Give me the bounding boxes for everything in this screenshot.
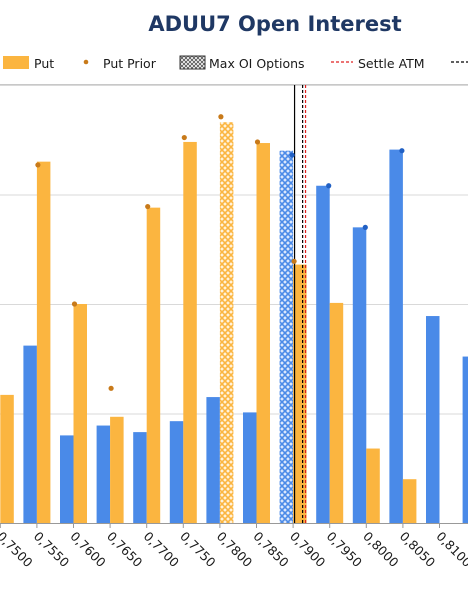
call-bar-0.7550	[23, 345, 37, 523]
x-tick-label: 0,7700	[141, 529, 183, 571]
put-bar-0.8000	[366, 448, 380, 523]
put-prior-dot-0.7550	[35, 162, 41, 168]
legend-max-oi-swatch	[179, 55, 206, 70]
x-tick-label: 0,7550	[31, 529, 73, 571]
x-tick-label: 0,8000	[360, 529, 402, 571]
call-bar-0.8100	[426, 316, 440, 523]
x-axis-ticks: 0,75000,75500,76000,76500,77000,77500,78…	[0, 523, 468, 570]
put-bar-0.8050	[402, 479, 417, 523]
put-prior-dot-0.7600	[71, 301, 78, 307]
bars	[0, 122, 468, 524]
call-bar-0.8150	[462, 356, 468, 523]
x-tick-label: 0,7950	[324, 529, 366, 571]
call-bar-0.8000	[352, 227, 367, 523]
x-tick-label: 0,7800	[214, 529, 256, 571]
put-bar-0.7550	[36, 161, 51, 523]
x-tick-label: 0,7650	[104, 529, 146, 571]
call-prior-dot-0.8050	[399, 148, 405, 154]
legend-settle-atm-label: Settle ATM	[358, 56, 425, 71]
put-prior-dot-0.7850	[254, 139, 261, 145]
x-tick-label: 0,8050	[397, 529, 439, 571]
put-bar-0.7900	[293, 264, 307, 523]
put-bar-0.7950	[329, 302, 344, 523]
call-bar-0.7850	[243, 412, 257, 523]
legend-put-prior-dot	[83, 59, 89, 65]
x-tick-label: 0,7750	[177, 529, 219, 571]
chart-title: ADUU7 Open Interest	[148, 12, 401, 36]
x-tick-label: 0,7850	[250, 529, 292, 571]
put-bar-0.7650	[110, 416, 124, 523]
call-bar-0.7600	[60, 435, 74, 523]
put-prior-dot-0.7700	[145, 203, 151, 210]
call-prior-dot-0.8000	[362, 224, 368, 230]
prior-markers	[35, 114, 405, 391]
call-bar-0.7700	[133, 432, 147, 523]
legend-max-oi-label: Max OI Options	[209, 56, 305, 71]
call-bar-0.8050	[389, 149, 403, 524]
put-prior-dot-0.7750	[181, 134, 187, 141]
put-prior-dot-0.7650	[108, 385, 114, 391]
call-bar-0.7900	[279, 150, 294, 523]
call-bar-0.7750	[169, 421, 184, 523]
call-prior-dot-0.7900	[289, 152, 295, 158]
call-prior-dot-0.7950	[326, 183, 332, 189]
reference-lines	[293, 85, 307, 523]
call-bar-0.7950	[316, 185, 330, 524]
put-bar-0.7850	[256, 143, 270, 523]
put-prior-dot-0.7800	[218, 114, 224, 120]
legend-put-swatch	[3, 56, 29, 69]
call-bar-0.7800	[206, 397, 220, 523]
x-tick-label: 0,7500	[0, 529, 36, 571]
put-bar-0.7600	[73, 304, 87, 523]
legend-put-prior-label: Put Prior	[103, 56, 157, 71]
x-tick-label: 0,8100	[433, 529, 468, 571]
put-bar-0.7700	[146, 207, 161, 523]
x-tick-label: 0,7900	[287, 529, 329, 571]
put-bar-0.7500	[0, 394, 14, 523]
put-bar-0.7750	[183, 141, 197, 523]
x-tick-label: 0,7600	[67, 529, 109, 571]
put-prior-dot-0.7900	[291, 258, 297, 264]
legend-put-label: Put	[34, 56, 54, 71]
call-bar-0.7650	[96, 425, 111, 523]
put-bar-0.7800	[219, 122, 234, 523]
legend: Put Put Prior Max OI Options Settle ATM	[3, 55, 468, 71]
